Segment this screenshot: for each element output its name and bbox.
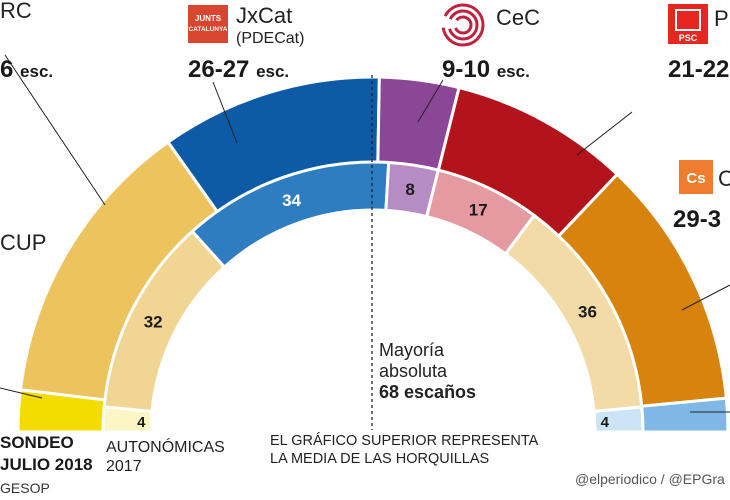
jxcat-sub: (PDECat) [236, 30, 305, 47]
inner-label-cec: 8 [405, 180, 414, 199]
erc-name: RC [0, 0, 32, 23]
jxcat-logo: JUNTS CATALUNYA [188, 5, 228, 43]
inner-arc-pp [592, 405, 645, 434]
inner-label-cup: 4 [137, 414, 146, 431]
cs-seats: 29-3 [673, 206, 722, 233]
svg-text:JUNTS: JUNTS [195, 14, 222, 23]
leader-lines [0, 54, 730, 413]
cup-name: CUP [0, 230, 47, 255]
svg-text:CATALUNYA: CATALUNYA [189, 26, 228, 33]
jxcat-logo-mark: JUNTS CATALUNYA [189, 6, 228, 42]
psc-name: P [714, 6, 729, 31]
jxcat-seats: 26-27 esc. [188, 56, 290, 83]
psc-logo: PSC [668, 4, 708, 44]
cec-logo [440, 2, 486, 53]
inner-ring-caption: AUTONÓMICAS 2017 [106, 439, 225, 475]
cs-logo-mark: Cs [679, 160, 713, 194]
erc-seats: 6 esc. [0, 56, 54, 83]
jxcat-name: JxCat [236, 3, 293, 28]
svg-text:Cs: Cs [686, 170, 705, 187]
credit: @elperiodico / @EPGra [575, 471, 725, 487]
inner-ring-labels: 4 32 34 8 17 36 4 [137, 180, 609, 431]
chart-note: EL GRÁFICO SUPERIOR REPRESENTA LA MEDIA … [270, 433, 539, 467]
outer-ring-caption: SONDEO JULIO 2018 [0, 433, 93, 474]
cec-seats: 9-10 esc. [442, 56, 530, 83]
psc-logo-mark: PSC [668, 4, 708, 44]
majority-label: Mayoría absoluta 68 escaños [379, 340, 477, 402]
inner-label-jxcat: 34 [282, 191, 301, 210]
cs-logo: Cs [679, 160, 713, 194]
cec-logo-mark [441, 3, 485, 47]
inner-label-psc: 17 [469, 201, 488, 220]
cec-name: CeC [496, 5, 541, 30]
inner-label-pp: 4 [601, 414, 610, 431]
source-label: GESOP [0, 480, 50, 496]
inner-label-cs: 36 [578, 302, 597, 321]
inner-label-erc: 32 [144, 313, 163, 332]
inner-ring [101, 160, 645, 434]
svg-text:PSC: PSC [679, 33, 698, 43]
cs-name: C [718, 166, 730, 191]
psc-seats: 21-22 [668, 56, 730, 83]
